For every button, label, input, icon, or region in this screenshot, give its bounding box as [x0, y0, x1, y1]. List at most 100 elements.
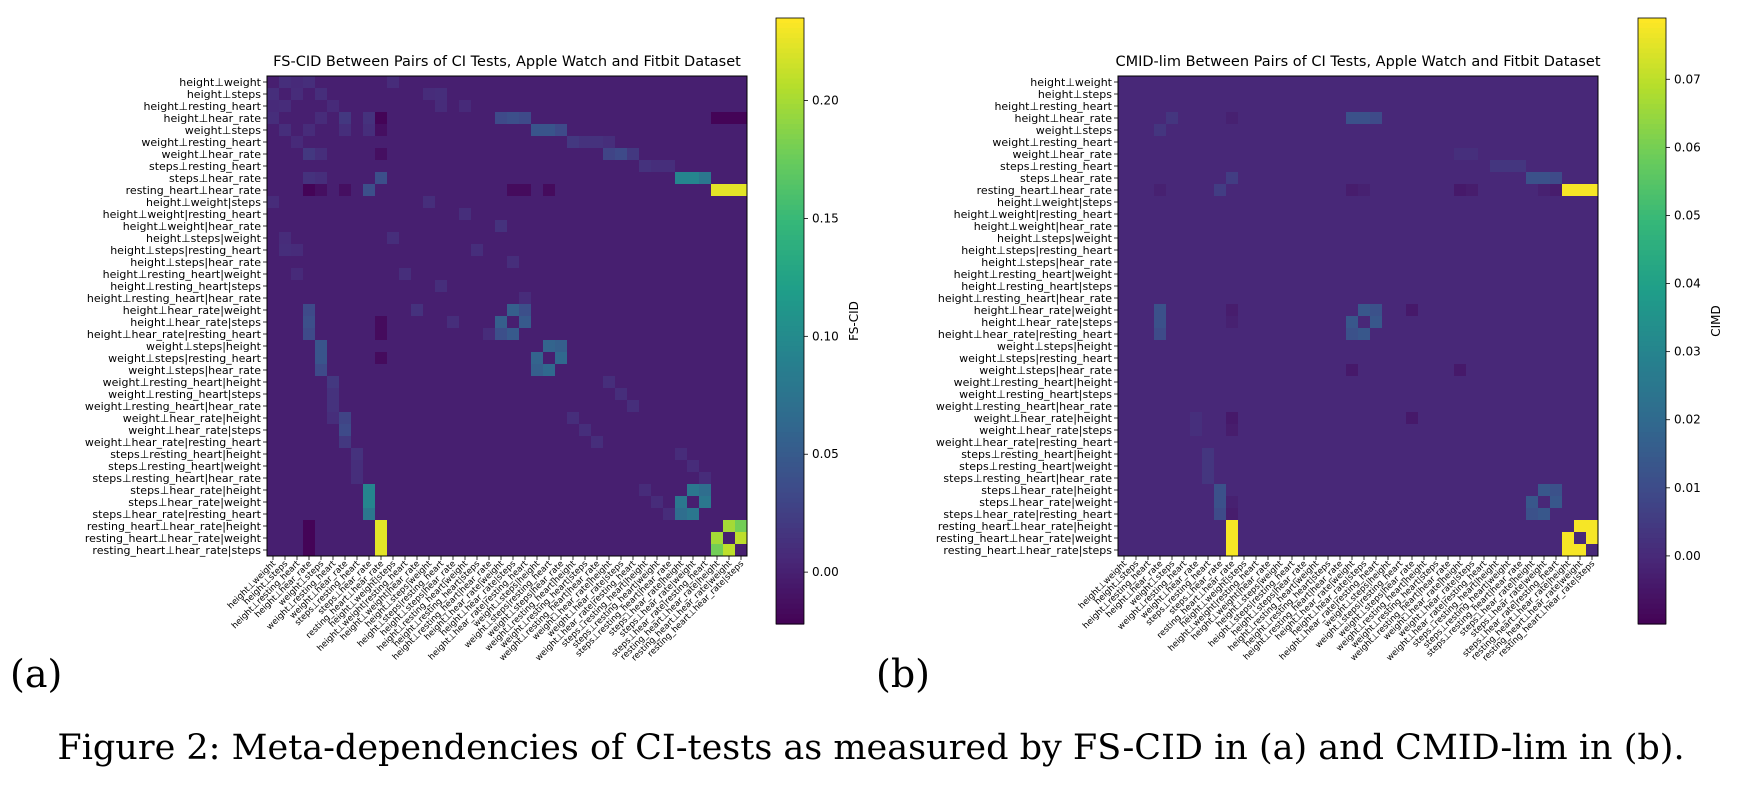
- heatmap-cell: [1490, 400, 1503, 413]
- heatmap-cell: [531, 172, 544, 185]
- heatmap-cell: [555, 532, 568, 545]
- heatmap-cell: [531, 544, 544, 557]
- heatmap-cell: [579, 508, 592, 521]
- heatmap-cell: [603, 232, 616, 245]
- heatmap-cell: [351, 232, 364, 245]
- heatmap-cell: [1346, 412, 1359, 425]
- heatmap-cell: [615, 376, 628, 389]
- heatmap-cell: [1226, 484, 1239, 497]
- heatmap-cell: [531, 76, 544, 89]
- heatmap-cell: [1550, 400, 1563, 413]
- heatmap-cell: [1394, 460, 1407, 473]
- colorbar-segment: [1638, 204, 1666, 211]
- y-tick-label: height⊥weight|hear_rate: [974, 220, 1113, 233]
- heatmap-cell: [555, 220, 568, 233]
- colorbar-segment: [776, 533, 804, 539]
- heatmap-cell: [1334, 448, 1347, 461]
- heatmap-cell: [1394, 484, 1407, 497]
- heatmap-cell: [1562, 316, 1575, 329]
- heatmap-cell: [507, 352, 520, 365]
- heatmap-cell: [351, 460, 364, 473]
- heatmap-cell: [1118, 544, 1131, 557]
- heatmap-cell: [399, 400, 412, 413]
- colorbar-segment: [776, 28, 804, 34]
- heatmap-cell: [1346, 220, 1359, 233]
- heatmap-cell: [1526, 448, 1539, 461]
- heatmap-cell: [483, 244, 496, 257]
- heatmap-cell: [339, 340, 352, 353]
- heatmap-cell: [1178, 100, 1191, 113]
- heatmap-cell: [1238, 100, 1251, 113]
- heatmap-cell: [351, 100, 364, 113]
- heatmap-cell: [723, 376, 736, 389]
- heatmap-cell: [1262, 436, 1275, 449]
- heatmap-cell: [483, 352, 496, 365]
- heatmap-cell: [471, 472, 484, 485]
- colorbar-segment: [1638, 113, 1666, 120]
- heatmap-cell: [1574, 388, 1587, 401]
- heatmap-cell: [567, 124, 580, 137]
- heatmap-cell: [303, 484, 316, 497]
- heatmap-cell: [483, 472, 496, 485]
- heatmap-cell: [363, 232, 376, 245]
- y-tick-label: weight⊥hear_rate|steps: [979, 424, 1112, 437]
- heatmap-cell: [387, 112, 400, 125]
- heatmap-cell: [1214, 184, 1227, 197]
- heatmap-cell: [651, 508, 664, 521]
- heatmap-cell: [1346, 376, 1359, 389]
- heatmap-cell: [507, 280, 520, 293]
- y-tick-label: weight⊥resting_heart|height: [103, 376, 262, 389]
- heatmap-cell: [1394, 532, 1407, 545]
- colorbar-segment: [1638, 336, 1666, 342]
- heatmap-cell: [399, 100, 412, 113]
- heatmap-cell: [639, 208, 652, 221]
- heatmap-cell: [303, 124, 316, 137]
- heatmap-cell: [639, 448, 652, 461]
- heatmap-cell: [531, 112, 544, 125]
- heatmap-cell: [1346, 364, 1359, 377]
- heatmap-cell: [1178, 304, 1191, 317]
- heatmap-cell: [675, 268, 688, 281]
- heatmap-cell: [603, 388, 616, 401]
- heatmap-cell: [651, 328, 664, 341]
- heatmap-cell: [555, 424, 568, 437]
- y-tick-label: height⊥steps|weight: [146, 232, 262, 245]
- heatmap-cell: [1322, 256, 1335, 269]
- heatmap-cell: [1310, 508, 1323, 521]
- colorbar-segment: [776, 108, 804, 115]
- heatmap-cell: [1406, 292, 1419, 305]
- heatmap-cell: [675, 88, 688, 101]
- heatmap-cell: [1370, 424, 1383, 437]
- colorbar-segment: [776, 568, 804, 575]
- heatmap-cell: [1502, 136, 1515, 149]
- heatmap-cell: [303, 436, 316, 449]
- heatmap-cell: [1490, 436, 1503, 449]
- heatmap-cell: [375, 220, 388, 233]
- heatmap-cell: [1166, 424, 1179, 437]
- heatmap-cell: [687, 496, 700, 509]
- heatmap-cell: [1538, 136, 1551, 149]
- heatmap-cell: [687, 472, 700, 485]
- heatmap-cell: [603, 316, 616, 329]
- heatmap-cell: [327, 244, 340, 257]
- heatmap-cell: [1142, 436, 1155, 449]
- heatmap-cell: [363, 340, 376, 353]
- heatmap-cell: [1514, 280, 1527, 293]
- heatmap-cell: [1370, 316, 1383, 329]
- heatmap-cell: [1262, 388, 1275, 401]
- colorbar-segment: [776, 401, 804, 408]
- heatmap-cell: [351, 256, 364, 269]
- heatmap-cell: [1574, 364, 1587, 377]
- heatmap-cell: [519, 316, 532, 329]
- colorbar-segment: [1638, 603, 1666, 610]
- heatmap-cell: [723, 316, 736, 329]
- heatmap-cell: [459, 496, 472, 509]
- heatmap-cell: [1190, 352, 1203, 365]
- heatmap-cell: [423, 172, 436, 185]
- colorbar-tick-label: 0.02: [1674, 413, 1701, 427]
- heatmap-cell: [627, 400, 640, 413]
- heatmap-cell: [675, 508, 688, 521]
- heatmap-cell: [1382, 196, 1395, 209]
- heatmap-cell: [327, 340, 340, 353]
- heatmap-cell: [1478, 160, 1491, 173]
